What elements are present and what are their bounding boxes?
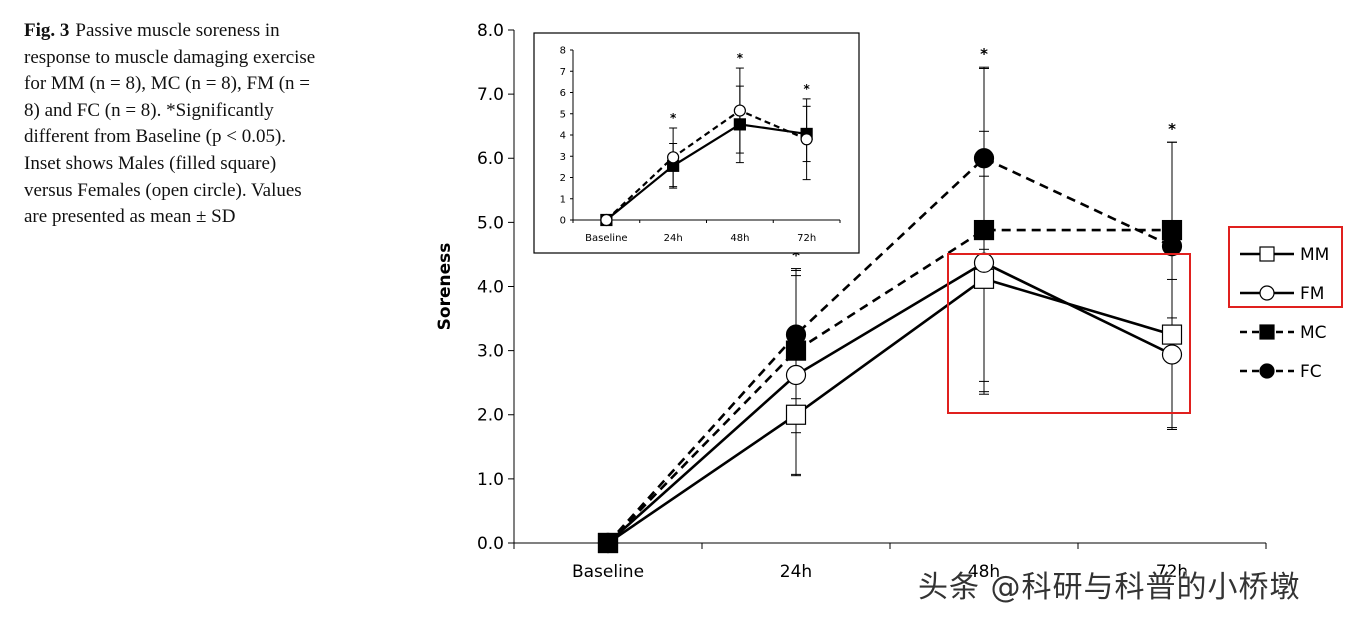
significance-star: *: [670, 111, 677, 125]
data-point-fc: [597, 532, 619, 554]
y-tick-label: 4: [560, 131, 566, 142]
series-line-females: [605, 109, 808, 221]
y-tick-label: 8: [560, 46, 566, 57]
legend-label-mc: MC: [1300, 323, 1327, 343]
y-tick-label: 2.0: [477, 406, 504, 426]
data-point-mm: [1161, 324, 1183, 345]
legend-marker: [1259, 285, 1275, 301]
significance-star: *: [980, 45, 988, 63]
data-point-fm: [973, 252, 995, 273]
data-point-males: [733, 118, 746, 131]
y-tick-label: 7: [560, 67, 566, 78]
legend-label-mm: MM: [1300, 245, 1329, 265]
series-line-mc: [607, 228, 1172, 544]
figure-label: Fig. 3: [24, 20, 70, 41]
data-point-fm: [1161, 344, 1183, 365]
x-tick-label: Baseline: [585, 233, 627, 244]
caption-text: Passive muscle soreness in response to m…: [24, 20, 316, 228]
data-point-females: [667, 151, 680, 164]
data-point-mm: [785, 404, 807, 425]
series-line-males: [605, 123, 807, 221]
legend: MM FM MC FC: [1240, 245, 1329, 382]
legend-label-fc: FC: [1300, 362, 1322, 382]
y-tick-label: 0: [560, 216, 566, 227]
figure-caption: Fig. 3 Passive muscle soreness in respons…: [24, 18, 324, 231]
y-tick-label: 6: [560, 88, 566, 99]
inset-plot: 0 1 2 3 4 5 6 7 8 Baseline 24h 48h 72h * * *: [533, 32, 860, 254]
data-point-females: [800, 133, 813, 146]
x-tick-label: Baseline: [572, 562, 644, 582]
x-tick-label: 48h: [730, 233, 749, 244]
watermark: 头条 @科研与科普的小桥墩: [918, 570, 1301, 605]
significance-star: *: [1168, 120, 1176, 138]
y-axis-label: Soreness: [435, 243, 455, 331]
legend-marker: [1259, 363, 1275, 379]
y-tick-label: 1.0: [477, 470, 504, 490]
y-tick-label: 3: [560, 152, 566, 163]
legend-label-fm: FM: [1300, 284, 1324, 304]
y-tick-label: 1: [560, 194, 566, 205]
data-point-fc: [973, 148, 995, 169]
series-line-mm: [607, 277, 1173, 545]
y-tick-label: 4.0: [477, 277, 504, 297]
x-tick-label: 24h: [780, 562, 812, 582]
data-point-mc: [973, 219, 995, 241]
data-point-fc: [785, 324, 807, 345]
x-tick-label: 72h: [1156, 562, 1188, 582]
x-tick-label: 24h: [664, 233, 683, 244]
y-tick-label: 6.0: [477, 149, 504, 169]
y-tick-label: 5: [560, 109, 566, 120]
y-tick-label: 3.0: [477, 342, 504, 362]
significance-star: *: [803, 82, 810, 96]
x-tick-label: 72h: [797, 233, 816, 244]
legend-highlight-box: [1228, 226, 1343, 308]
data-point-fc: [1161, 236, 1183, 257]
y-tick-label: 2: [560, 173, 566, 184]
data-highlight-box: [947, 253, 1191, 414]
y-tick-label: 0.0: [477, 534, 504, 554]
legend-marker: [1259, 246, 1275, 262]
data-point-fm: [785, 364, 807, 386]
data-point-females: [600, 213, 613, 227]
significance-star: *: [792, 247, 800, 265]
series-line-fm: [607, 261, 1173, 544]
y-tick-label: 7.0: [477, 85, 504, 105]
significance-star: *: [737, 51, 744, 65]
x-tick-label: 48h: [968, 562, 1000, 582]
y-tick-label: 5.0: [477, 213, 504, 233]
data-point-females: [733, 104, 746, 117]
y-tick-label: 8.0: [477, 21, 504, 41]
legend-marker: [1259, 324, 1275, 340]
series-line-fc: [607, 156, 1173, 544]
